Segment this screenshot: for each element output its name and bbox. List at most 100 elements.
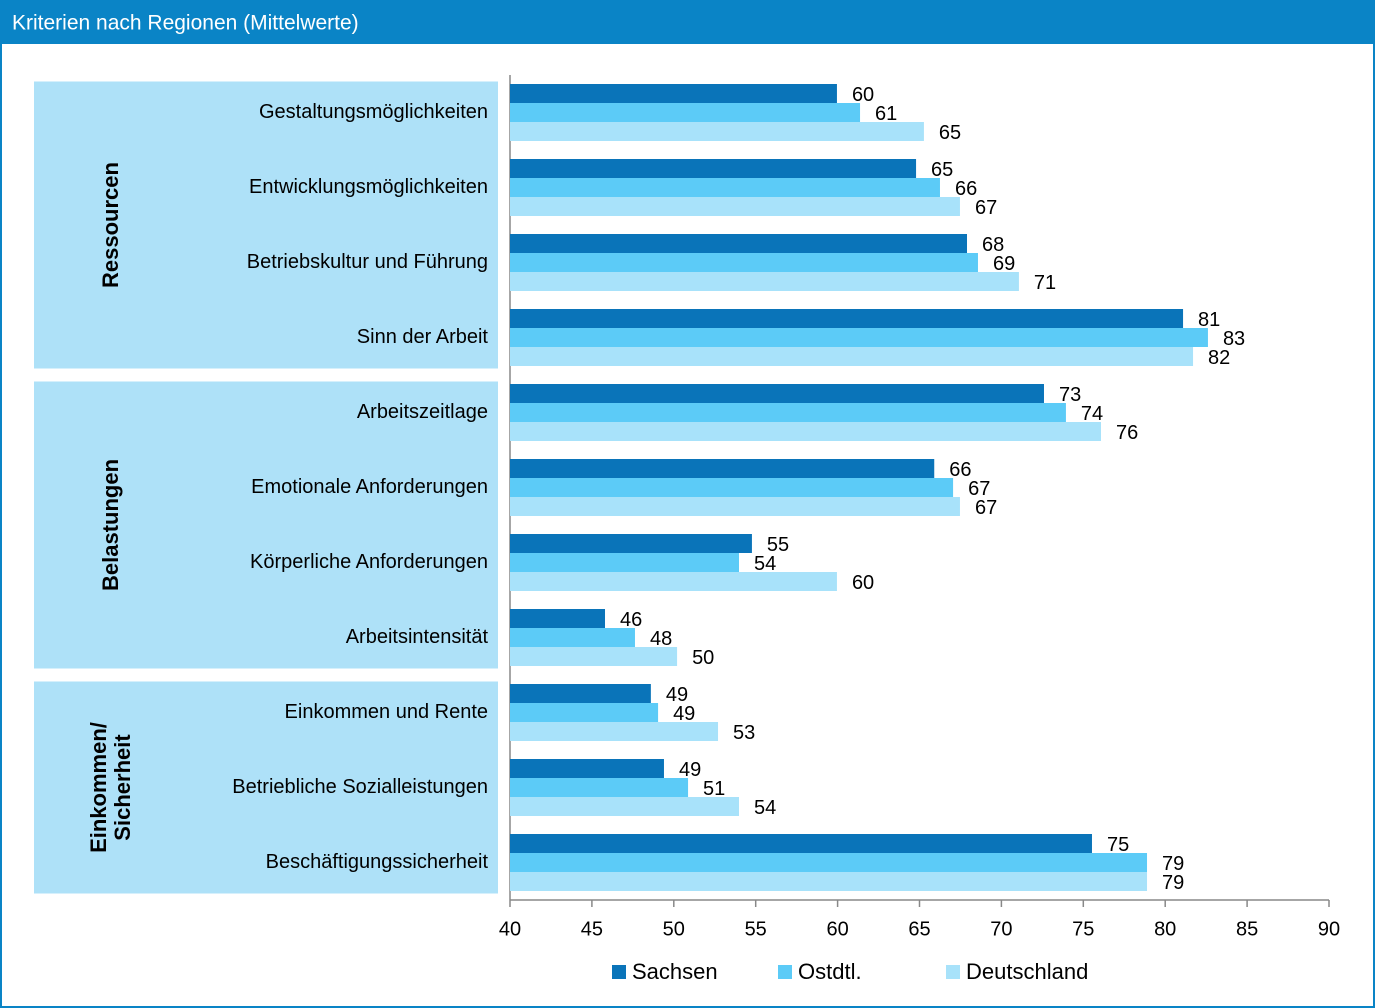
data-label: 66 (955, 178, 977, 200)
data-label: 65 (931, 159, 953, 181)
bar (510, 834, 1092, 853)
x-tick-label: 75 (1072, 918, 1094, 940)
y-tick-label: Entwicklungsmöglichkeiten (249, 176, 488, 198)
data-label: 49 (679, 759, 701, 781)
legend-label: Deutschland (966, 959, 1088, 984)
data-label: 83 (1223, 328, 1245, 350)
data-label: 67 (975, 197, 997, 219)
data-label: 46 (620, 609, 642, 631)
bar (510, 497, 960, 516)
legend-swatch (612, 965, 626, 979)
legend-label: Ostdtl. (798, 959, 862, 984)
bar (510, 572, 837, 591)
data-label: 68 (982, 234, 1004, 256)
data-label: 66 (949, 459, 971, 481)
group-label: Belastungen (98, 459, 123, 591)
bar (510, 553, 739, 572)
data-label: 60 (852, 572, 874, 594)
y-tick-label: Sinn der Arbeit (357, 326, 489, 348)
bar (510, 759, 664, 778)
data-label: 67 (968, 478, 990, 500)
bar (510, 628, 635, 647)
data-label: 79 (1162, 853, 1184, 875)
data-label: 61 (875, 103, 897, 125)
y-tick-label: Einkommen und Rente (285, 701, 488, 723)
y-tick-label: Arbeitszeitlage (357, 401, 488, 423)
x-tick-label: 60 (826, 918, 848, 940)
data-label: 81 (1198, 309, 1220, 331)
group-panel (34, 681, 498, 894)
group-label: Einkommen/ (86, 722, 111, 853)
legend-label: Sachsen (632, 959, 718, 984)
data-label: 65 (939, 122, 961, 144)
legend-swatch (778, 965, 792, 979)
bar (510, 778, 689, 797)
data-label: 54 (754, 797, 776, 819)
bar (510, 647, 678, 666)
data-label: 53 (733, 722, 755, 744)
data-label: 75 (1107, 834, 1129, 856)
data-label: 49 (666, 684, 688, 706)
x-tick-label: 70 (990, 918, 1012, 940)
y-tick-label: Gestaltungsmöglichkeiten (259, 101, 488, 123)
x-tick-label: 80 (1154, 918, 1176, 940)
bar (510, 178, 940, 197)
bar (510, 159, 917, 178)
group-panel (34, 381, 498, 669)
bar (510, 853, 1148, 872)
group-label: Ressourcen (98, 162, 123, 288)
group-panel (34, 81, 498, 369)
data-label: 71 (1034, 272, 1056, 294)
header-bar (0, 0, 1375, 44)
bar (510, 347, 1194, 366)
x-tick-label: 45 (581, 918, 603, 940)
bar (510, 272, 1019, 291)
bar (510, 609, 606, 628)
bar (510, 722, 719, 741)
bar (510, 234, 968, 253)
bar (510, 309, 1184, 328)
data-label: 69 (993, 253, 1015, 275)
bar (510, 797, 739, 816)
data-label: 54 (754, 553, 776, 575)
x-tick-label: 50 (663, 918, 685, 940)
data-label: 48 (650, 628, 672, 650)
y-tick-label: Körperliche Anforderungen (250, 551, 488, 573)
data-label: 74 (1081, 403, 1103, 425)
data-label: 49 (673, 703, 695, 725)
bar (510, 684, 651, 703)
group-label: Sicherheit (110, 734, 135, 841)
x-tick-label: 55 (745, 918, 767, 940)
x-tick-label: 85 (1236, 918, 1258, 940)
data-label: 76 (1116, 422, 1138, 444)
bar (510, 84, 837, 103)
bar (510, 703, 659, 722)
data-label: 79 (1162, 872, 1184, 894)
x-tick-label: 90 (1318, 918, 1340, 940)
data-label: 73 (1059, 384, 1081, 406)
y-tick-label: Betriebliche Sozialleistungen (232, 776, 488, 798)
bar (510, 534, 752, 553)
y-tick-label: Emotionale Anforderungen (251, 476, 488, 498)
x-tick-label: 65 (908, 918, 930, 940)
data-label: 60 (852, 84, 874, 106)
bar (510, 103, 861, 122)
legend-swatch (946, 965, 960, 979)
bar (510, 122, 924, 141)
bar (510, 403, 1066, 422)
y-tick-label: Beschäftigungssicherheit (266, 851, 489, 873)
data-label: 67 (975, 497, 997, 519)
x-tick-label: 40 (499, 918, 521, 940)
y-tick-label: Arbeitsintensität (346, 626, 489, 648)
y-tick-label: Betriebskultur und Führung (247, 251, 488, 273)
bar (510, 872, 1148, 891)
bar (510, 459, 935, 478)
data-label: 50 (692, 647, 714, 669)
bar (510, 384, 1044, 403)
chart-title: Kriterien nach Regionen (Mittelwerte) (12, 12, 359, 35)
data-label: 51 (703, 778, 725, 800)
bar (510, 197, 960, 216)
bar (510, 328, 1208, 347)
data-label: 55 (767, 534, 789, 556)
